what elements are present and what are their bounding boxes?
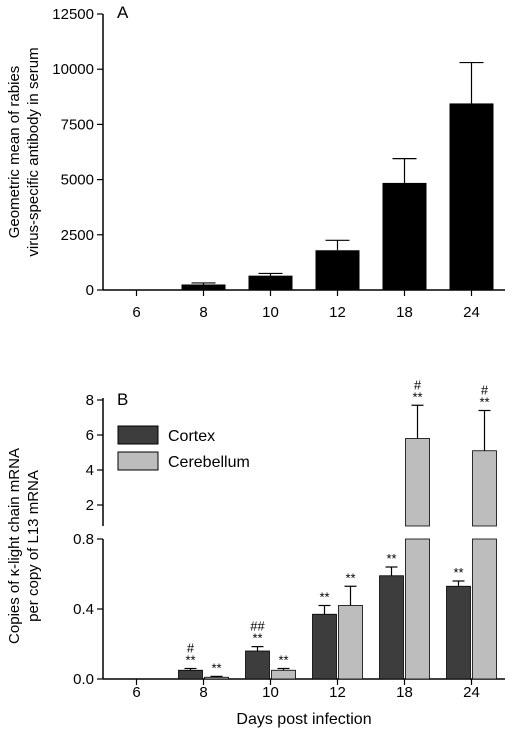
bar (245, 650, 270, 680)
bar (204, 676, 229, 680)
significance-label: ** (453, 565, 463, 580)
y-tick-label: 0.0 (73, 671, 94, 688)
bar (449, 103, 494, 290)
y-tick-label: 5000 (61, 172, 94, 189)
x-tick-label: 24 (463, 304, 480, 321)
y-tick-label: 12500 (52, 6, 94, 23)
bar (446, 585, 471, 680)
y-tick-label: 4 (86, 462, 94, 479)
bar (405, 438, 430, 527)
x-tick-label: 18 (396, 684, 413, 701)
significance-label: ** (252, 631, 262, 646)
y-tick-label: 6 (86, 427, 94, 444)
x-tick-label: 18 (396, 304, 413, 321)
y-axis-title-line: virus-specific antibody in serum (25, 47, 42, 256)
x-tick-label: 24 (463, 684, 480, 701)
y-axis-title-line: per copy of L13 mRNA (25, 470, 42, 622)
bar (178, 669, 203, 680)
y-axis-title-line: Copies of κ-light chain mRNA (6, 448, 23, 644)
legend-swatch (117, 451, 159, 471)
significance-label: # (187, 641, 195, 656)
legend-swatch (117, 425, 159, 445)
x-axis-title: Days post infection (236, 711, 371, 728)
significance-label: ## (250, 619, 265, 634)
bar (338, 605, 363, 680)
x-tick-label: 6 (132, 684, 140, 701)
significance-label: # (414, 377, 422, 392)
x-tick-label: 8 (199, 304, 207, 321)
y-axis-title-line: Geometric mean of rabies (6, 66, 23, 239)
bar (472, 538, 497, 680)
y-tick-label: 10000 (52, 61, 94, 78)
bar (181, 284, 226, 290)
y-tick-label: 0 (86, 282, 94, 299)
x-tick-label: 6 (132, 304, 140, 321)
significance-label: # (481, 383, 489, 398)
x-tick-label: 8 (199, 684, 207, 701)
significance-label: ** (319, 590, 329, 605)
bar (379, 575, 404, 680)
significance-label: ** (345, 570, 355, 585)
significance-label: ** (211, 660, 221, 675)
panel-label: B (117, 390, 128, 409)
significance-label: ** (479, 395, 489, 410)
y-tick-label: 8 (86, 392, 94, 409)
legend-label: Cortex (168, 428, 215, 445)
y-axis-title: Copies of κ-light chain mRNA per copy of … (6, 448, 42, 644)
bar (248, 275, 293, 290)
bar (382, 182, 427, 290)
significance-label: ** (278, 653, 288, 668)
x-tick-label: 10 (262, 304, 279, 321)
bar (312, 613, 337, 680)
y-tick-label: 0.4 (73, 601, 94, 618)
panel-a: 0 2500 5000 7500 10000 12500 6 8 10 12 18 24 A Geomet… (6, 3, 505, 321)
bar (472, 450, 497, 527)
x-tick-label: 12 (329, 304, 346, 321)
y-tick-label: 0.8 (73, 531, 94, 548)
y-tick-label: 7500 (61, 116, 94, 133)
significance-label: ** (412, 389, 422, 404)
significance-label: ** (386, 551, 396, 566)
y-tick-label: 2500 (61, 227, 94, 244)
bar (405, 538, 430, 680)
bar (315, 250, 360, 290)
y-axis-title: Geometric mean of rabies virus-specific a… (6, 47, 42, 256)
x-tick-label: 12 (329, 684, 346, 701)
bar (271, 669, 296, 680)
legend-label: Cerebellum (168, 454, 250, 471)
x-tick-label: 10 (262, 684, 279, 701)
y-tick-label: 2 (86, 497, 94, 514)
panel-label: A (117, 3, 129, 22)
significance-label: ** (185, 653, 195, 668)
